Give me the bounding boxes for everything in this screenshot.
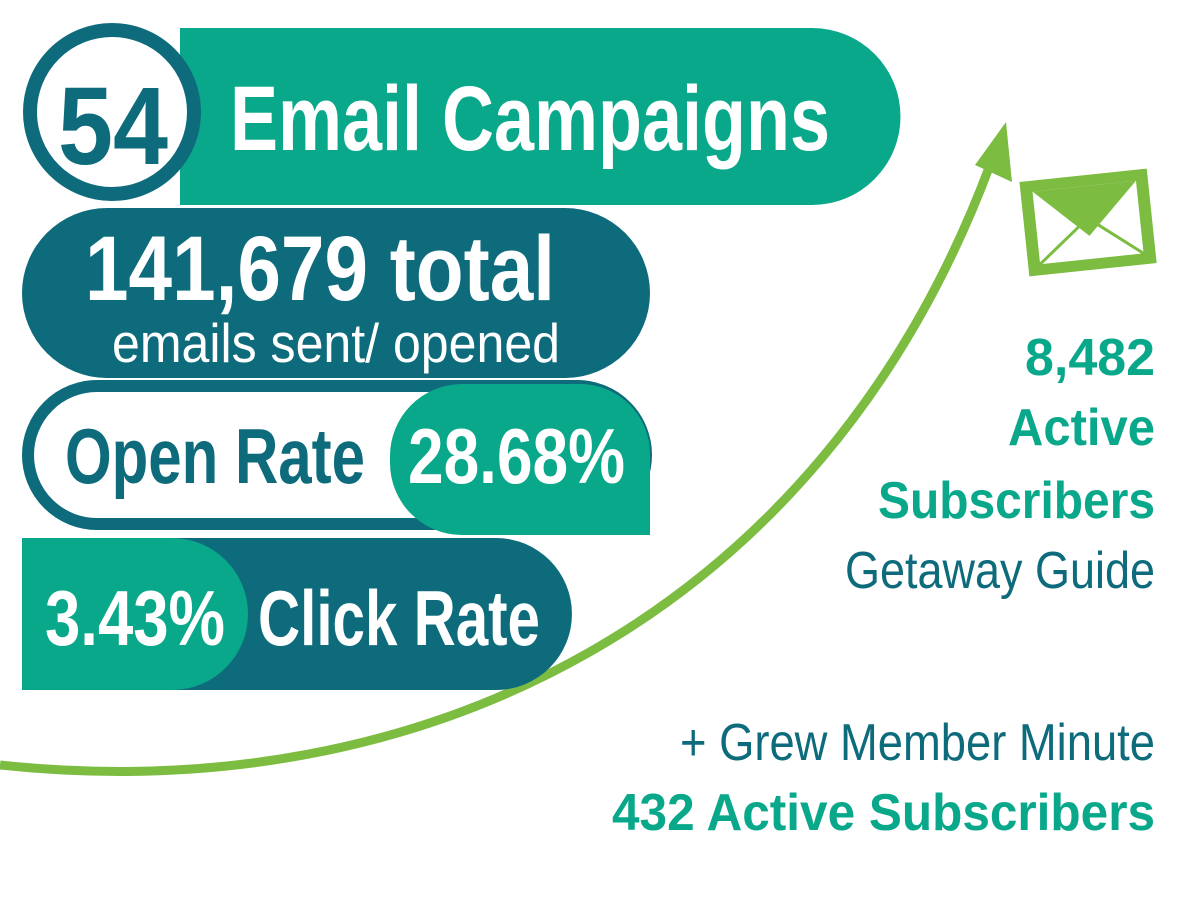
- open-rate-value: 28.68%: [408, 412, 625, 500]
- count-badge: [23, 23, 201, 201]
- campaign-count: 54: [58, 65, 168, 188]
- subscribers-count: 8,482: [1025, 329, 1155, 387]
- click-rate-value: 3.43%: [45, 574, 225, 662]
- subscribers-word: Subscribers: [878, 472, 1155, 530]
- arrow-head: [975, 122, 1012, 182]
- open-rate-label: Open Rate: [65, 412, 365, 500]
- title: Email Campaigns: [230, 68, 830, 170]
- total-value: 141,679 total: [85, 218, 555, 320]
- growth-count: 432 Active Subscribers: [612, 784, 1155, 842]
- growth-note: + Grew Member Minute: [680, 714, 1155, 772]
- click-rate-label: Click Rate: [258, 574, 540, 662]
- total-pill: [22, 208, 650, 378]
- subscribers-word: Active: [1008, 399, 1155, 457]
- envelope-icon: [1019, 168, 1157, 277]
- open-rate-badge: [390, 384, 650, 535]
- campaigns-pill: [180, 28, 901, 205]
- click-rate-badge: [22, 538, 248, 690]
- total-label: emails sent/ opened: [112, 312, 560, 374]
- list-name: Getaway Guide: [845, 542, 1155, 600]
- growth-curve: [0, 163, 995, 776]
